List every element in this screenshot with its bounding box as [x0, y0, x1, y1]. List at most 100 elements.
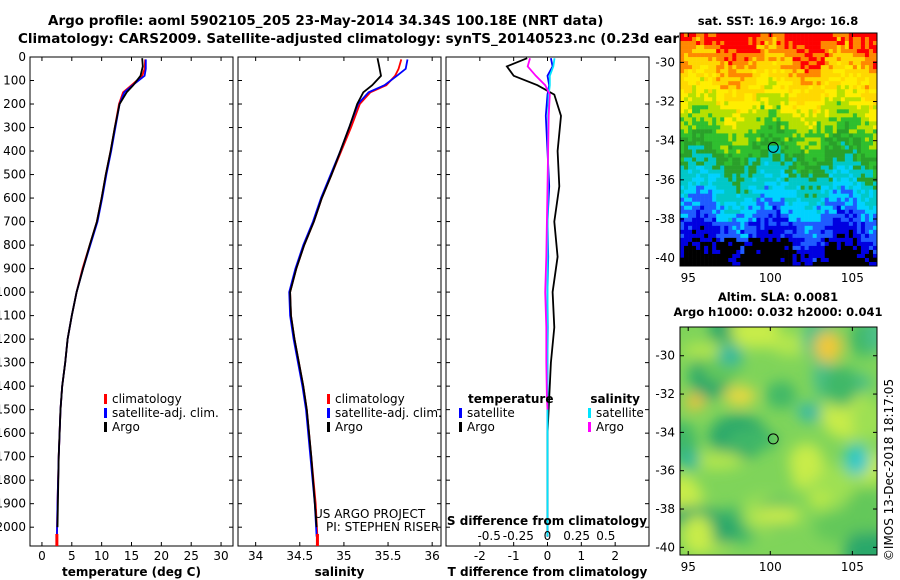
- sst-cell: [776, 129, 781, 134]
- sst-cell: [748, 41, 753, 46]
- sst-cell: [792, 149, 797, 154]
- sst-cell: [856, 253, 862, 259]
- sst-cell: [772, 133, 777, 138]
- sst-cell: [868, 85, 874, 90]
- sst-cell: [816, 129, 822, 134]
- sst-cell: [724, 61, 729, 66]
- sst-cell: [812, 209, 817, 215]
- sst-cell: [768, 249, 773, 255]
- sst-cell: [688, 181, 693, 186]
- sst-cell: [792, 241, 797, 247]
- sst-cell: [720, 205, 725, 211]
- y-tick-label: 1000: [0, 285, 26, 299]
- sst-cell: [828, 173, 834, 178]
- sst-cell: [696, 257, 701, 263]
- sst-cell: [760, 61, 765, 66]
- sst-cell: [684, 37, 689, 42]
- sst-cell: [836, 233, 842, 239]
- sst-cell: [692, 37, 697, 42]
- sst-cell: [848, 213, 854, 219]
- sst-cell: [856, 73, 862, 78]
- sst-cell: [848, 149, 854, 154]
- sst-cell: [748, 257, 753, 263]
- sst-cell: [860, 97, 866, 102]
- sst-cell: [784, 77, 789, 82]
- sst-cell: [740, 217, 745, 223]
- sst-cell: [732, 189, 737, 194]
- sst-cell: [828, 77, 834, 82]
- sst-cell: [772, 65, 777, 70]
- sst-cell: [816, 253, 822, 259]
- sst-cell: [844, 189, 850, 194]
- sst-cell: [872, 173, 877, 178]
- sst-cell: [780, 189, 785, 194]
- sst-cell: [696, 193, 701, 199]
- sst-cell: [872, 61, 877, 66]
- sst-cell: [736, 33, 741, 38]
- sst-cell: [708, 117, 713, 122]
- sst-cell: [732, 161, 737, 166]
- sst-cell: [856, 85, 862, 90]
- sst-cell: [756, 157, 761, 162]
- sst-cell: [732, 217, 737, 223]
- sst-cell: [720, 141, 725, 146]
- sst-cell: [860, 121, 866, 126]
- sst-cell: [788, 201, 793, 207]
- sst-cell: [724, 153, 729, 158]
- sst-cell: [784, 133, 789, 138]
- sst-cell: [860, 193, 866, 199]
- sst-cell: [824, 173, 830, 178]
- sst-cell: [788, 101, 793, 106]
- top-tick-label: 0: [544, 529, 552, 543]
- sst-cell: [816, 73, 822, 78]
- sst-cell: [744, 261, 749, 266]
- sst-cell: [800, 121, 805, 126]
- sst-cell: [848, 253, 854, 259]
- sst-cell: [728, 113, 733, 118]
- sst-cell: [760, 121, 765, 126]
- sst-cell: [724, 121, 729, 126]
- sst-cell: [848, 245, 854, 251]
- legend-label: climatology: [112, 392, 182, 406]
- sst-cell: [724, 173, 729, 178]
- sst-cell: [852, 101, 858, 106]
- sst-cell: [736, 165, 741, 170]
- sst-cell: [868, 261, 874, 266]
- sst-cell: [688, 165, 693, 170]
- sst-cell: [856, 145, 862, 150]
- sst-cell: [848, 77, 854, 82]
- plot-frame: [29, 56, 234, 547]
- sst-cell: [832, 97, 838, 102]
- sst-cell: [764, 169, 769, 174]
- sst-cell: [680, 105, 685, 110]
- sst-cell: [872, 217, 877, 223]
- sst-cell: [864, 105, 870, 110]
- sst-cell: [720, 217, 725, 223]
- sst-cell: [684, 113, 689, 118]
- sst-cell: [772, 209, 777, 215]
- sst-cell: [780, 197, 785, 203]
- x-tick-label: 1: [578, 549, 586, 563]
- sst-cell: [812, 33, 817, 38]
- sst-cell: [736, 181, 741, 186]
- sst-cell: [696, 117, 701, 122]
- sst-cell: [816, 257, 822, 263]
- sst-cell: [856, 189, 862, 194]
- sst-cell: [848, 181, 854, 186]
- sst-cell: [768, 201, 773, 207]
- sst-cell: [776, 169, 781, 174]
- sst-cell: [696, 245, 701, 251]
- sst-cell: [840, 33, 846, 38]
- sst-cell: [712, 109, 717, 114]
- sst-cell: [744, 193, 749, 199]
- sst-cell: [748, 57, 753, 62]
- sst-cell: [720, 37, 725, 42]
- sst-cell: [836, 173, 842, 178]
- sst-cell: [716, 93, 721, 98]
- sst-cell: [788, 233, 793, 239]
- sst-cell: [816, 245, 822, 251]
- sst-cell: [704, 105, 709, 110]
- sst-cell: [684, 129, 689, 134]
- sst-cell: [816, 33, 822, 38]
- sst-cell: [784, 113, 789, 118]
